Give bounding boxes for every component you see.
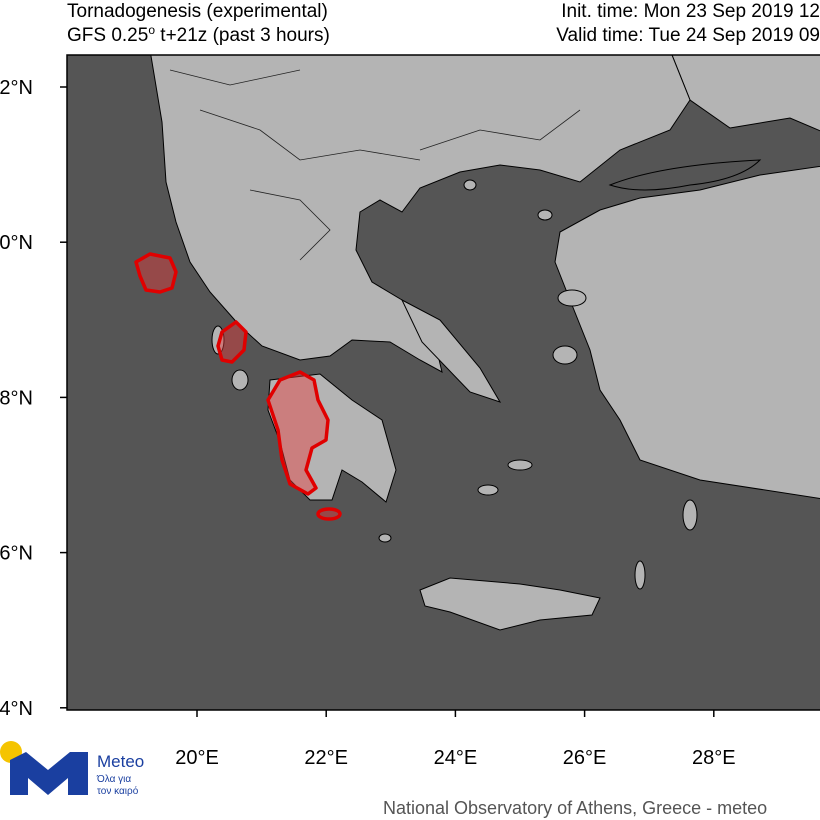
lat-tick-label: 34°N (0, 698, 33, 720)
mainland (554, 55, 820, 499)
island (477, 484, 499, 496)
model: GFS 0.25 (67, 25, 148, 46)
footer: National Observatory of Athens, Greece -… (383, 798, 767, 818)
model-rest: t+21z (past 3 hours) (155, 25, 330, 46)
logo-tagline: τον καιρό (97, 785, 139, 797)
euboea (400, 298, 502, 403)
island (231, 369, 249, 391)
lon-tick-label: 20°E (175, 747, 219, 769)
risk-area (266, 370, 330, 496)
island (557, 289, 587, 307)
frame (66, 54, 820, 711)
lat-tick-label: 36°N (0, 543, 33, 565)
risk-area (216, 320, 248, 364)
lat-tick-label: 42°N (0, 77, 33, 99)
island (537, 209, 553, 221)
lon-tick-label: 24°E (434, 747, 478, 769)
risk-area (316, 507, 342, 521)
init-time: Init. time: Mon 23 Sep 2019 12 (561, 1, 820, 22)
island (378, 533, 392, 543)
valid-time: Valid time: Tue 24 Sep 2019 09 (556, 25, 820, 46)
marmara (608, 159, 762, 191)
degree: o (148, 23, 155, 37)
axis-ticks: 42°N 40°N 38°N 36°N 34°N 20°E 22°E 24°E 26°E 28°E (0, 77, 736, 769)
logo-tagline: Όλα για (96, 774, 131, 785)
lat-tick-label: 40°N (0, 232, 33, 254)
risk-area (134, 252, 178, 294)
island (463, 179, 477, 191)
model-info: GFS 0.25o t+21z (past 3 hours) (67, 23, 330, 46)
logo-name: Meteo (97, 752, 144, 771)
island (682, 499, 698, 531)
borders (169, 69, 581, 261)
lon-tick-label: 22°E (304, 747, 348, 769)
lon-tick-label: 26°E (563, 747, 607, 769)
map-area (67, 55, 820, 710)
crete (419, 577, 601, 631)
logo-mark (10, 752, 88, 795)
lat-tick-label: 38°N (0, 387, 33, 409)
island (552, 345, 578, 365)
lon-tick-label: 28°E (692, 747, 736, 769)
island (634, 560, 646, 590)
title: Tornadogenesis (experimental) (67, 1, 328, 22)
island (507, 459, 533, 471)
